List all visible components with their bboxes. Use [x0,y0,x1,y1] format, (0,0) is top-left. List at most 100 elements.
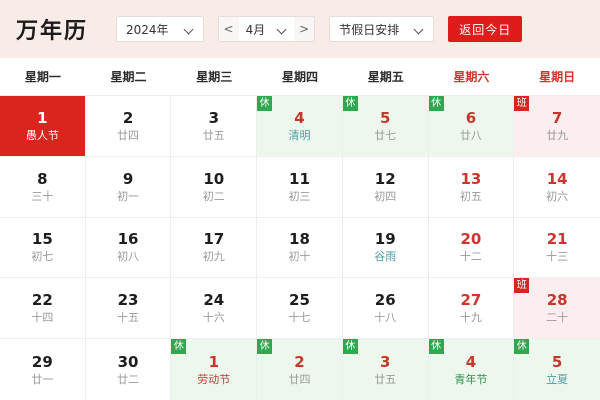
day-cell[interactable]: 20 十二 [428,217,515,279]
rest-day-badge: 休 [342,96,358,111]
day-sublabel: 廿八 [459,128,482,142]
weekday-header-1: 星期一 [24,70,61,84]
day-sublabel: 十九 [459,311,482,325]
day-sublabel: 三十 [31,189,54,203]
holiday-arrangement-select[interactable]: 节假日安排 [329,16,435,42]
day-number: 11 [289,169,310,188]
rest-day-badge: 休 [257,96,273,111]
day-cell[interactable]: 1 愚人节 [0,96,86,157]
year-select[interactable]: 2024年 [116,16,204,42]
month-select[interactable]: 4月 [238,17,295,41]
day-cell[interactable]: 29 廿一 [0,339,86,400]
month-navigator[interactable]: < 4月 > [217,16,316,42]
day-number: 15 [31,230,53,249]
day-cell[interactable]: 班 28 二十 [514,278,600,340]
prev-month-button[interactable]: < [218,17,239,41]
day-cell[interactable]: 26 十八 [342,278,429,340]
day-cell[interactable]: 21 十三 [514,217,600,279]
day-number: 28 [546,291,568,310]
weekday-header-5: 星期五 [367,70,404,84]
day-cell[interactable]: 休 3 廿五 [342,339,429,400]
day-cell[interactable]: 17 初九 [171,217,258,279]
day-cell[interactable]: 8 三十 [0,156,86,218]
rest-day-badge: 休 [428,96,444,111]
day-sublabel: 廿九 [546,128,569,142]
day-cell[interactable]: 14 初六 [514,156,600,218]
day-cell[interactable]: 班 7 廿九 [514,96,600,157]
day-sublabel: 初五 [459,189,482,203]
day-number: 21 [546,230,568,249]
day-number: 18 [289,230,310,249]
day-sublabel: 十五 [117,311,140,325]
day-cell[interactable]: 16 初八 [85,217,172,279]
day-sublabel: 廿二 [117,372,140,386]
day-cell[interactable]: 10 初二 [171,156,258,218]
next-month-button[interactable]: > [294,17,315,41]
day-sublabel: 廿一 [31,372,54,386]
weekday-header-6: 星期六 [453,70,490,84]
day-cell[interactable]: 25 十七 [257,278,343,340]
day-sublabel: 十六 [202,311,225,325]
rest-day-badge: 休 [342,339,358,355]
day-cell[interactable]: 18 初十 [257,217,343,279]
rest-day-badge: 休 [514,339,530,355]
day-cell[interactable]: 19 谷雨 [342,217,429,279]
day-cell[interactable]: 2 廿四 [85,96,172,157]
day-sublabel: 十四 [31,311,54,325]
day-number: 26 [374,291,396,310]
day-sublabel: 初六 [546,189,569,203]
day-cell[interactable]: 休 5 立夏 [514,339,600,400]
day-cell[interactable]: 15 初七 [0,217,86,279]
day-cell[interactable]: 休 1 劳动节 [171,339,258,400]
day-cell[interactable]: 24 十六 [171,278,258,340]
day-cell[interactable]: 11 初三 [257,156,343,218]
day-sublabel: 十三 [546,250,569,264]
chevron-down-icon [415,25,424,34]
day-number: 14 [546,169,568,188]
rest-day-badge: 休 [257,339,273,355]
day-sublabel: 十七 [288,311,311,325]
day-cell[interactable]: 3 廿五 [171,96,258,157]
day-number: 22 [31,291,53,310]
day-number: 23 [117,291,139,310]
day-cell[interactable]: 13 初五 [428,156,515,218]
day-sublabel: 十二 [459,250,482,264]
work-day-badge: 班 [514,96,530,111]
day-number: 6 [465,108,477,127]
return-to-today-button[interactable]: 返回今日 [448,16,523,42]
day-number: 2 [122,108,134,127]
day-cell[interactable]: 休 6 廿八 [428,96,515,157]
day-number: 16 [117,230,139,249]
day-cell[interactable]: 12 初四 [342,156,429,218]
day-sublabel: 初十 [288,250,311,264]
day-sublabel: 廿四 [117,128,140,142]
day-cell[interactable]: 23 十五 [85,278,172,340]
day-number: 8 [37,169,48,188]
weekday-header-2: 星期二 [110,70,147,84]
day-cell[interactable]: 27 十九 [428,278,515,340]
month-select-value: 4月 [245,22,266,37]
calendar-grid: 1 愚人节 2 廿四 3 廿五休 4 清明休 5 廿七休 6 廿八班 7 廿九 8 三十 9 初一 10 初二 11 初三… [0,96,600,400]
weekday-header-7: 星期日 [539,70,576,84]
day-cell[interactable]: 休 4 清明 [257,96,343,157]
calendar-header: 万年历 2024年 < 4月 > 节假日安排 返回今日 [0,0,600,58]
day-number: 19 [374,230,396,249]
chevron-down-icon [278,25,287,34]
day-sublabel: 清明 [288,128,311,142]
day-sublabel: 十八 [374,311,397,325]
day-sublabel: 初一 [117,189,140,203]
year-select-value: 2024年 [126,22,169,37]
day-cell[interactable]: 休 4 青年节 [428,339,515,400]
day-cell[interactable]: 休 5 廿七 [342,96,429,157]
holiday-arrangement-value: 节假日安排 [339,22,400,37]
chevron-down-icon [185,25,194,34]
day-sublabel: 廿七 [374,128,397,142]
day-cell[interactable]: 9 初一 [85,156,172,218]
day-cell[interactable]: 休 2 廿四 [257,339,343,400]
day-cell[interactable]: 22 十四 [0,278,86,340]
day-cell[interactable]: 30 廿二 [85,339,172,400]
weekday-header-4: 星期四 [281,70,318,84]
day-number: 10 [203,169,225,188]
day-number: 1 [208,352,219,371]
day-number: 20 [460,230,482,249]
